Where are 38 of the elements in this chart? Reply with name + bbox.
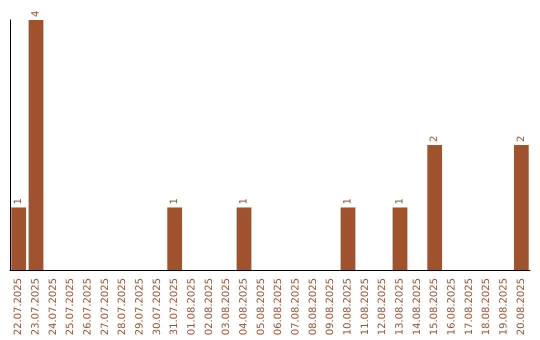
- x-tick-label: 14.08.2025: [412, 278, 423, 336]
- data-label: 1: [342, 198, 354, 204]
- x-tick-label: 31.07.2025: [169, 278, 180, 336]
- x-tick-label: 11.08.2025: [360, 278, 371, 336]
- x-tick-label: 18.08.2025: [481, 278, 492, 336]
- x-tick-label: 12.08.2025: [377, 278, 388, 336]
- data-label: 1: [169, 198, 180, 204]
- x-tick-label: 24.07.2025: [48, 278, 59, 336]
- x-tick-label: 02.08.2025: [204, 278, 215, 336]
- x-tick-label: 16.08.2025: [446, 278, 458, 336]
- x-tick-label: 20.08.2025: [516, 278, 527, 336]
- data-label: 1: [238, 198, 250, 204]
- x-tick-label: 28.07.2025: [117, 278, 128, 336]
- x-tick-label: 15.08.2025: [429, 278, 440, 336]
- x-tick-label: 08.08.2025: [308, 278, 319, 336]
- data-label: 2: [516, 136, 527, 142]
- data-label: 2: [429, 136, 440, 142]
- x-tick-label: 22.07.2025: [13, 278, 24, 336]
- x-tick-label: 09.08.2025: [325, 278, 336, 336]
- x-tick-label: 01.08.2025: [186, 278, 198, 336]
- data-label: 4: [30, 10, 42, 17]
- x-tick-label: 17.08.2025: [464, 278, 475, 336]
- x-tick-label: 06.08.2025: [273, 278, 284, 336]
- x-tick-label: 25.07.2025: [65, 278, 76, 336]
- x-tick-label: 07.08.2025: [290, 278, 302, 336]
- x-tick-label: 29.07.2025: [134, 278, 146, 336]
- x-tick-label: 27.07.2025: [100, 278, 111, 336]
- data-label: 1: [394, 198, 406, 204]
- x-tick-label: 04.08.2025: [238, 278, 250, 336]
- x-tick-label: 10.08.2025: [342, 278, 354, 336]
- x-tick-label: 30.07.2025: [152, 278, 163, 336]
- data-label: 1: [13, 198, 24, 204]
- x-tick-label: 03.08.2025: [221, 278, 232, 336]
- x-tick-label: 19.08.2025: [498, 278, 510, 336]
- x-tick-label: 13.08.2025: [394, 278, 406, 336]
- x-tick-label: 05.08.2025: [256, 278, 267, 336]
- x-tick-label: 26.07.2025: [82, 278, 94, 336]
- x-tick-label: 23.07.2025: [30, 278, 42, 336]
